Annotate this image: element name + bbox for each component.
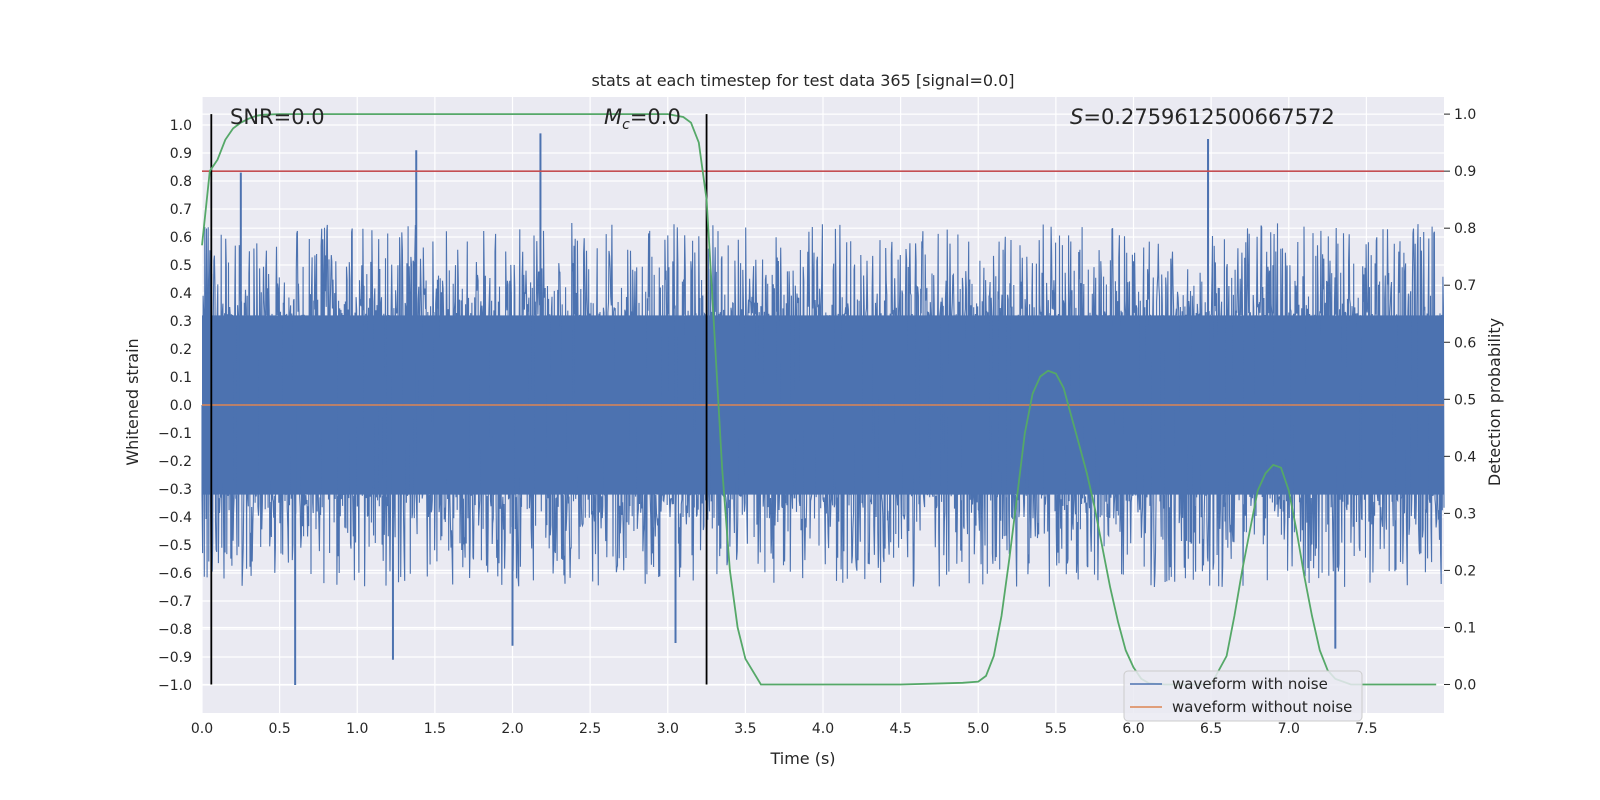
x-axis-label: Time (s): [769, 749, 835, 768]
y2-axis-label: Detection probability: [1485, 318, 1504, 486]
y-tick-label: 0.1: [170, 370, 192, 386]
x-tick-label: 5.0: [967, 721, 989, 737]
x-tick-label: 4.5: [889, 721, 911, 737]
y-tick-label: 0.5: [170, 258, 192, 274]
y-tick-label: −0.6: [158, 566, 192, 582]
x-tick-label: 6.5: [1200, 721, 1222, 737]
x-tick-label: 1.5: [424, 721, 446, 737]
y-axis-label: Whitened strain: [123, 338, 142, 465]
detection-probability-line: [201, 113, 1437, 686]
y-tick-label: −0.1: [158, 426, 192, 442]
y-tick-label: 0.9: [170, 146, 192, 162]
y2-tick-label: 0.1: [1454, 620, 1476, 636]
y2-tick-label: 0.7: [1454, 278, 1476, 294]
x-tick-label: 1.0: [346, 721, 368, 737]
y2-tick-label: 0.9: [1454, 164, 1476, 180]
y-tick-label: −0.3: [158, 482, 192, 498]
mc-value: =0.0: [630, 105, 681, 129]
y-tick-label: 0.4: [170, 286, 192, 302]
y2-tick-label: 0.2: [1454, 563, 1476, 579]
mc-subscript: c: [622, 117, 630, 133]
series-lines: [201, 113, 1444, 686]
legend: waveform with noise waveform without noi…: [1123, 670, 1363, 722]
legend-label-clean: waveform without noise: [1172, 698, 1352, 716]
y2-tick-label: 0.6: [1454, 335, 1476, 351]
legend-label-noise: waveform with noise: [1172, 675, 1328, 693]
x-tick-label: 4.0: [812, 721, 834, 737]
noise-trace: [201, 222, 1445, 588]
x-tick-label: 7.5: [1355, 721, 1377, 737]
y-tick-label: −0.7: [158, 594, 192, 610]
y2-axis-ticks: 1.0 0.9 0.8 0.7 0.6 0.5 0.4 0.3 0.2 0.1 0.0: [1444, 107, 1476, 693]
y-axis-ticks: 1.0 0.9 0.8 0.7 0.6 0.5 0.4 0.3 0.2 0.1 0.0 −0.1 −0.…: [158, 118, 192, 694]
x-tick-label: 6.0: [1122, 721, 1144, 737]
y-tick-label: −0.5: [158, 538, 192, 554]
legend-box: [1123, 670, 1363, 722]
y2-tick-label: 0.5: [1454, 392, 1476, 408]
x-axis-ticks: 0.0 0.5 1.0 1.5 2.0 2.5 3.0 3.5 4.0 4.5 5.0 5.5 6.0 6…: [191, 721, 1378, 737]
x-tick-label: 0.5: [268, 721, 290, 737]
y-tick-label: −0.2: [158, 454, 192, 470]
y-tick-label: −0.4: [158, 510, 192, 526]
s-annotation: S=0.2759612500667572: [1070, 105, 1335, 129]
y-tick-label: −0.9: [158, 650, 192, 666]
x-tick-label: 0.0: [191, 721, 213, 737]
y2-tick-label: 0.3: [1454, 506, 1476, 522]
y-tick-label: 0.3: [170, 314, 192, 330]
y2-tick-label: 0.4: [1454, 449, 1476, 465]
y-tick-label: −1.0: [158, 678, 192, 694]
s-symbol: S: [1070, 105, 1083, 129]
mc-annotation: Mc=0.0: [604, 105, 681, 133]
y-tick-label: 0.2: [170, 342, 192, 358]
mc-symbol: M: [604, 105, 622, 129]
x-tick-label: 2.5: [579, 721, 601, 737]
chart-title: stats at each timestep for test data 365…: [591, 71, 1014, 90]
y2-tick-label: 0.8: [1454, 221, 1476, 237]
snr-annotation: SNR=0.0: [230, 105, 325, 129]
y2-tick-label: 0.0: [1454, 677, 1476, 693]
y-tick-label: 0.0: [170, 398, 192, 414]
x-tick-label: 5.5: [1045, 721, 1067, 737]
x-tick-label: 3.5: [734, 721, 756, 737]
x-tick-label: 7.0: [1278, 721, 1300, 737]
y-tick-label: 1.0: [170, 118, 192, 134]
y-tick-label: 0.7: [170, 202, 192, 218]
y-tick-label: 0.6: [170, 230, 192, 246]
y2-tick-label: 1.0: [1454, 107, 1476, 123]
x-tick-label: 2.0: [501, 721, 523, 737]
s-value: =0.2759612500667572: [1083, 105, 1334, 129]
x-tick-label: 3.0: [657, 721, 679, 737]
y-tick-label: −0.8: [158, 622, 192, 638]
y-tick-label: 0.8: [170, 174, 192, 190]
